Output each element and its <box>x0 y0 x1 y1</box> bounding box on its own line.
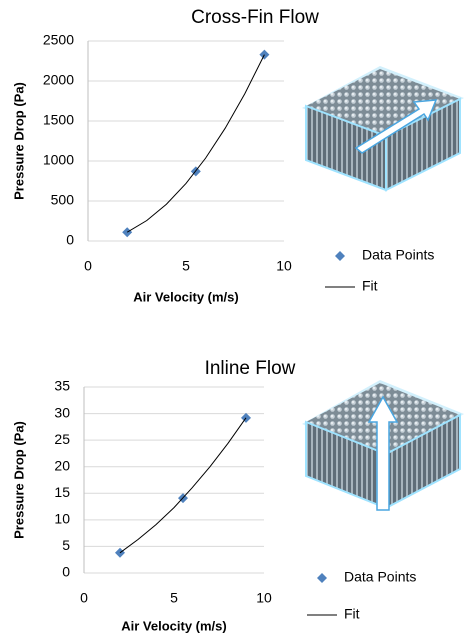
x-axis-label: Air Velocity (m/s) <box>121 618 226 633</box>
x-tick-label: 0 <box>80 590 88 606</box>
x-tick-label: 0 <box>84 258 92 274</box>
y-tick-label: 1500 <box>43 112 74 128</box>
legend-marker <box>317 573 327 583</box>
y-tick-label: 20 <box>54 457 70 473</box>
legend-label: Data Points <box>344 569 416 585</box>
y-axis-label: Pressure Drop (Pa) <box>11 82 26 200</box>
y-tick-label: 0 <box>62 564 70 580</box>
heat-sink-image <box>302 66 464 190</box>
legend-label: Fit <box>344 606 360 622</box>
legend-label: Data Points <box>362 247 434 263</box>
y-tick-label: 2500 <box>43 32 74 48</box>
legend-marker <box>335 251 345 261</box>
x-axis-label: Air Velocity (m/s) <box>133 289 238 304</box>
x-tick-label: 10 <box>276 258 292 274</box>
y-tick-label: 25 <box>54 431 70 447</box>
y-tick-label: 15 <box>54 484 70 500</box>
y-tick-label: 1000 <box>43 152 74 168</box>
y-tick-label: 5 <box>62 537 70 553</box>
y-tick-label: 0 <box>66 232 74 248</box>
y-axis-label: Pressure Drop (Pa) <box>11 421 26 539</box>
x-tick-label: 5 <box>170 590 178 606</box>
y-tick-label: 2000 <box>43 72 74 88</box>
chart-title: Cross-Fin Flow <box>191 7 319 28</box>
y-tick-label: 30 <box>54 404 70 420</box>
x-tick-label: 10 <box>256 590 272 606</box>
chart-title: Inline Flow <box>205 358 296 379</box>
y-tick-label: 500 <box>51 192 75 208</box>
fit-line <box>120 418 246 553</box>
legend-label: Fit <box>362 278 378 294</box>
figure: Cross-Fin Flow050010001500200025000510Ai… <box>0 0 472 641</box>
heat-sink-image <box>302 380 464 510</box>
y-tick-label: 10 <box>54 511 70 527</box>
x-tick-label: 5 <box>182 258 190 274</box>
y-tick-label: 35 <box>54 378 70 394</box>
